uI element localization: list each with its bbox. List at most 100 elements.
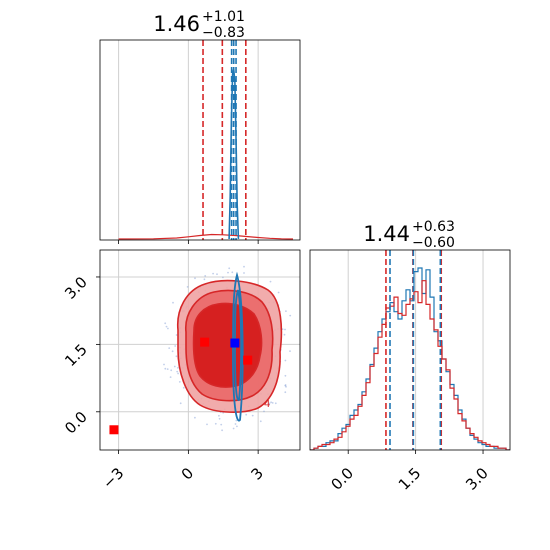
- scatter-point: [218, 417, 221, 420]
- scatter-point: [285, 310, 287, 312]
- scatter-point: [206, 423, 208, 426]
- scatter-point: [164, 367, 167, 370]
- scatter-point: [167, 327, 169, 330]
- blue-marker-3: [230, 338, 240, 348]
- scatter-point: [283, 333, 286, 336]
- x-tick-label-0: 0.0: [327, 464, 357, 494]
- histogram-series: [310, 267, 510, 450]
- scatter-point: [221, 429, 224, 432]
- scatter-point: [186, 286, 189, 288]
- y-tick-label-1: 1.5: [61, 340, 91, 370]
- scatter-point: [274, 402, 277, 405]
- blue-contour-outer: [232, 271, 244, 422]
- marker-points: [109, 337, 253, 435]
- scatter-point: [218, 414, 220, 417]
- tick-marks: [347, 450, 484, 454]
- scatter-point: [236, 425, 238, 428]
- scatter-point: [231, 271, 234, 274]
- scatter-point: [179, 402, 182, 405]
- tick-marks: [118, 240, 259, 244]
- scatter-point: [171, 350, 174, 353]
- quantile-lines: [202, 40, 247, 240]
- scatter-point: [284, 374, 287, 377]
- panel-bottom-left-contour: 4 −3 0 3 0.0 1.5 3.0: [61, 249, 301, 492]
- scatter-point: [177, 367, 179, 369]
- scatter-point: [175, 355, 178, 358]
- scatter-point: [170, 369, 173, 372]
- scatter-point: [268, 402, 271, 405]
- x-tick-label-1: 0: [178, 464, 197, 483]
- histogram-line-red: [118, 233, 294, 240]
- title-median-a: 1.46: [153, 12, 200, 36]
- contour-label: 4: [264, 399, 270, 410]
- scatter-point: [203, 278, 206, 281]
- scatter-point: [176, 370, 179, 373]
- title-plus-a: +1.01: [202, 9, 245, 25]
- scatter-point: [222, 276, 224, 279]
- scatter-point: [220, 423, 223, 426]
- x-tick-label-2: 3: [247, 464, 266, 483]
- scatter-point: [263, 410, 265, 413]
- scatter-point: [277, 291, 280, 294]
- scatter-point: [284, 384, 287, 386]
- x-tick-label-0: −3: [99, 464, 127, 492]
- histogram-step-red: [310, 280, 510, 450]
- grid: [347, 250, 484, 450]
- axes-frame: [99, 39, 301, 241]
- scatter-point: [234, 423, 237, 425]
- scatter-point: [243, 272, 245, 274]
- scatter-point: [182, 386, 185, 389]
- contour-area: 4: [109, 265, 292, 435]
- scatter-point: [166, 368, 169, 370]
- scatter-point: [270, 401, 272, 404]
- scatter-point: [169, 376, 172, 378]
- title-minus-c: −0.60: [412, 235, 455, 251]
- red-contour-inner: [192, 302, 263, 388]
- panel-top-left-histogram: 1.46 +1.01 −0.83: [99, 9, 301, 244]
- scatter-point: [178, 381, 181, 383]
- tick-marks: [96, 276, 259, 454]
- scatter-point: [259, 420, 262, 423]
- scatter-point: [284, 391, 287, 394]
- scatter-point: [232, 427, 235, 430]
- scatter-point: [173, 365, 176, 368]
- scatter-point: [216, 273, 218, 276]
- red-marker-1: [200, 337, 210, 347]
- scatter-point: [212, 272, 215, 275]
- x-tick-label-1: 1.5: [395, 464, 425, 494]
- scatter-point: [284, 359, 287, 362]
- y-tick-label-0: 0.0: [61, 408, 91, 438]
- scatter-point: [251, 414, 254, 417]
- scatter-point: [204, 275, 207, 277]
- title-median-c: 1.44: [363, 222, 410, 246]
- scatter-point: [227, 271, 229, 274]
- scatter-point: [164, 322, 167, 325]
- scatter-point: [289, 350, 291, 352]
- scatter-point: [174, 345, 177, 347]
- panel-bottom-right-histogram: 0.0 1.5 3.0 1.44 +0.63 −0.60: [309, 219, 511, 494]
- quantile-lines: [385, 250, 443, 450]
- x-tick-label-2: 3.0: [462, 464, 492, 494]
- scatter-point: [177, 372, 180, 375]
- scatter-point: [175, 334, 178, 336]
- scatter-point: [163, 363, 165, 366]
- histogram-step-blue: [310, 267, 510, 450]
- red-marker-2: [243, 355, 253, 365]
- axes-frame: [309, 249, 511, 451]
- scatter-point: [269, 280, 272, 283]
- scatter-point: [228, 267, 231, 270]
- grid: [118, 40, 259, 240]
- scatter-point: [168, 347, 171, 349]
- scatter-point: [284, 328, 286, 331]
- scatter-point: [194, 416, 196, 419]
- blue-contour-inner: [234, 289, 243, 401]
- histogram-series: [118, 68, 294, 240]
- scatter-point: [235, 419, 238, 422]
- scatter-point: [165, 325, 168, 328]
- scatter-point: [289, 314, 292, 317]
- title-plus-c: +0.63: [412, 219, 455, 235]
- scatter-point: [285, 385, 287, 388]
- scatter-point: [172, 301, 174, 304]
- red-marker-0: [109, 425, 119, 435]
